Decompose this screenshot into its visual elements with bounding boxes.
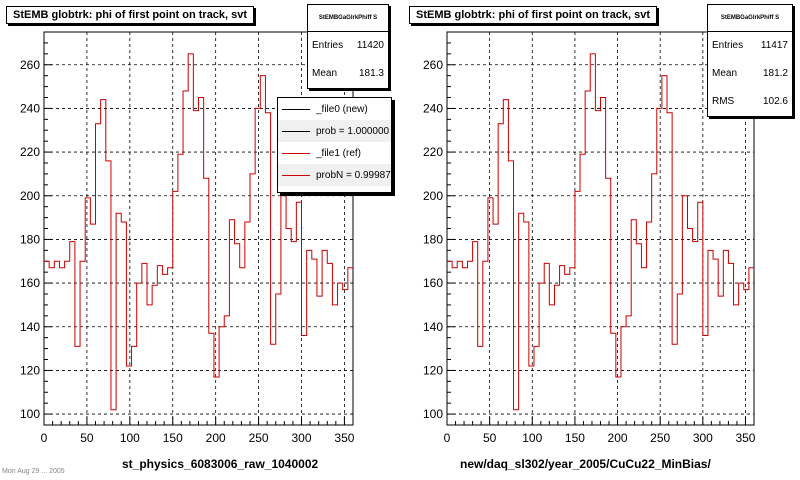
legend-swatch bbox=[282, 108, 310, 110]
plot-frame bbox=[43, 31, 354, 426]
x-tick-label: 150 bbox=[163, 431, 183, 445]
x-tick-label: 100 bbox=[522, 431, 542, 445]
legend-swatch bbox=[282, 152, 310, 154]
x-tick-label: 150 bbox=[565, 431, 585, 445]
stats-label: Entries bbox=[712, 40, 744, 51]
x-tick-label: 300 bbox=[693, 431, 713, 445]
panel1-title: StEMB globtrk: phi of first point on tra… bbox=[6, 6, 255, 24]
stats-value: 11417 bbox=[760, 40, 788, 51]
panel1-stats-box: StEMBGaGlrkPhiff S Entries 11420 Mean 18… bbox=[307, 4, 389, 89]
panel2-x-axis-title: new/daq_sl302/year_2005/CuCu22_MinBias/ bbox=[460, 457, 711, 471]
legend-entry: _file1 (ref) bbox=[278, 142, 391, 164]
stats-label: Mean bbox=[312, 68, 338, 79]
stats-row: Entries 11420 bbox=[308, 32, 388, 60]
y-tick-label: 260 bbox=[20, 58, 40, 72]
stats-label: Mean bbox=[712, 68, 738, 79]
legend-swatch bbox=[282, 174, 310, 176]
y-tick-label: 220 bbox=[423, 145, 443, 159]
panel1-x-axis-title: st_physics_6083006_raw_1040002 bbox=[122, 457, 319, 471]
y-tick-label: 240 bbox=[20, 101, 40, 115]
stats-label: Entries bbox=[312, 40, 344, 51]
y-tick-label: 160 bbox=[423, 276, 443, 290]
panel2-stats-box: StEMBGaGlrkPhiff S Entries 11417 Mean 18… bbox=[707, 4, 793, 117]
y-tick-label: 120 bbox=[423, 363, 443, 377]
footer-text: Mon Aug 29 ... 2005 bbox=[2, 468, 65, 475]
y-tick-label: 100 bbox=[20, 407, 40, 421]
stats-name: StEMBGaGlrkPhiff S bbox=[308, 5, 388, 32]
legend-entry: _file0 (new) bbox=[278, 98, 391, 120]
stats-value: 181.3 bbox=[358, 68, 384, 79]
y-tick-label: 180 bbox=[423, 232, 443, 246]
y-tick-label: 100 bbox=[423, 407, 443, 421]
y-tick-label: 160 bbox=[20, 276, 40, 290]
stats-name: StEMBGaGlrkPhiff S bbox=[708, 5, 792, 32]
stats-label: RMS bbox=[712, 96, 735, 107]
y-tick-label: 120 bbox=[20, 363, 40, 377]
y-tick-label: 200 bbox=[423, 189, 443, 203]
y-tick-label: 140 bbox=[20, 320, 40, 334]
y-tick-label: 220 bbox=[20, 145, 40, 159]
stats-value: 181.2 bbox=[762, 68, 788, 79]
legend-swatch bbox=[282, 130, 310, 132]
x-tick-label: 250 bbox=[249, 431, 269, 445]
x-tick-label: 100 bbox=[120, 431, 140, 445]
stats-row: Entries 11417 bbox=[708, 32, 792, 60]
panel2-title: StEMB globtrk: phi of first point on tra… bbox=[409, 6, 658, 24]
x-tick-label: 350 bbox=[334, 431, 354, 445]
histogram-series bbox=[44, 53, 353, 411]
legend-entry: probN = 0.99987 bbox=[278, 164, 391, 186]
x-tick-label: 200 bbox=[206, 431, 226, 445]
legend-label: _file0 (new) bbox=[316, 103, 368, 115]
y-tick-label: 200 bbox=[20, 189, 40, 203]
legend-label: prob = 1.000000 bbox=[316, 125, 390, 137]
stats-row: Mean 181.2 bbox=[708, 60, 792, 88]
stats-row: RMS 102.6 bbox=[708, 88, 792, 116]
legend-label: _file1 (ref) bbox=[316, 147, 362, 159]
y-tick-label: 180 bbox=[20, 232, 40, 246]
stats-row: Mean 181.3 bbox=[308, 60, 388, 88]
x-tick-label: 200 bbox=[608, 431, 628, 445]
stats-value: 11420 bbox=[356, 40, 384, 51]
y-tick-label: 140 bbox=[423, 320, 443, 334]
x-tick-label: 0 bbox=[41, 431, 48, 445]
x-tick-label: 250 bbox=[650, 431, 670, 445]
x-tick-label: 50 bbox=[483, 431, 497, 445]
y-tick-label: 260 bbox=[423, 58, 443, 72]
x-tick-label: 50 bbox=[80, 431, 94, 445]
y-tick-label: 240 bbox=[423, 101, 443, 115]
x-tick-label: 300 bbox=[291, 431, 311, 445]
x-tick-label: 350 bbox=[735, 431, 755, 445]
legend-label: probN = 0.99987 bbox=[316, 169, 391, 181]
stats-value: 102.6 bbox=[762, 96, 788, 107]
x-tick-label: 0 bbox=[444, 431, 451, 445]
histogram-series bbox=[447, 53, 754, 411]
legend-entry: prob = 1.000000 bbox=[278, 120, 391, 142]
panel1-legend: _file0 (new) prob = 1.000000 _file1 (ref… bbox=[277, 97, 392, 193]
